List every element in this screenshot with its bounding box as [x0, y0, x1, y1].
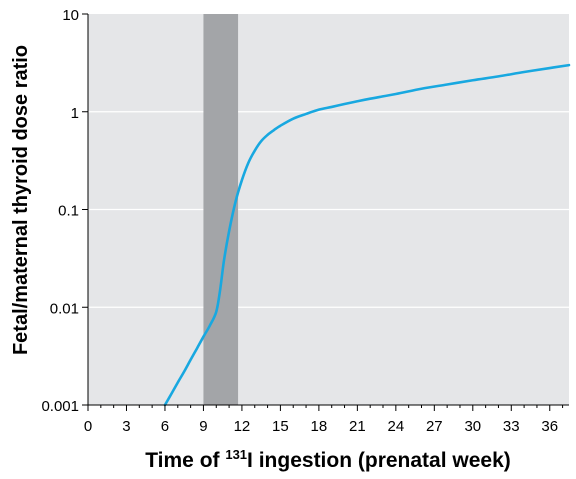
data-line [163, 63, 571, 407]
y-tick-label: 10 [62, 7, 79, 24]
grid-lines [88, 111, 569, 308]
x-tick-label: 18 [311, 418, 328, 435]
x-tick-label: 15 [272, 418, 289, 435]
x-tick-label: 6 [161, 418, 169, 435]
x-axis-title-prefix: Time of [145, 449, 225, 472]
y-axis-title: Fetal/maternal thyroid dose ratio [10, 45, 32, 355]
x-axis-ticks: 0 3 6 9 12 15 18 21 24 27 30 33 36 [84, 405, 564, 435]
x-tick-label: 33 [503, 418, 520, 435]
highlight-band [203, 14, 239, 405]
x-tick-label: 0 [84, 418, 92, 435]
y-tick-label: 0.001 [41, 398, 79, 415]
x-tick-label: 30 [464, 418, 481, 435]
x-tick-label: 36 [541, 418, 558, 435]
x-tick-label: 3 [122, 418, 130, 435]
x-tick-label: 27 [426, 418, 443, 435]
x-axis-title-suffix: I ingestion (prenatal week) [247, 449, 511, 472]
x-tick-label: 9 [199, 418, 207, 435]
y-tick-label: 0.01 [50, 300, 79, 317]
y-tick-label: 0.1 [58, 203, 79, 220]
x-axis-title: Time of 131I ingestion (prenatal week) [145, 447, 511, 472]
y-axis-ticks: 0.001 0.01 0.1 1 10 [41, 7, 88, 415]
x-tick-label: 21 [349, 418, 366, 435]
y-tick-label: 1 [71, 105, 79, 122]
x-tick-label: 12 [234, 418, 251, 435]
x-axis-title-superscript: 131 [225, 447, 247, 462]
x-tick-label: 24 [387, 418, 404, 435]
